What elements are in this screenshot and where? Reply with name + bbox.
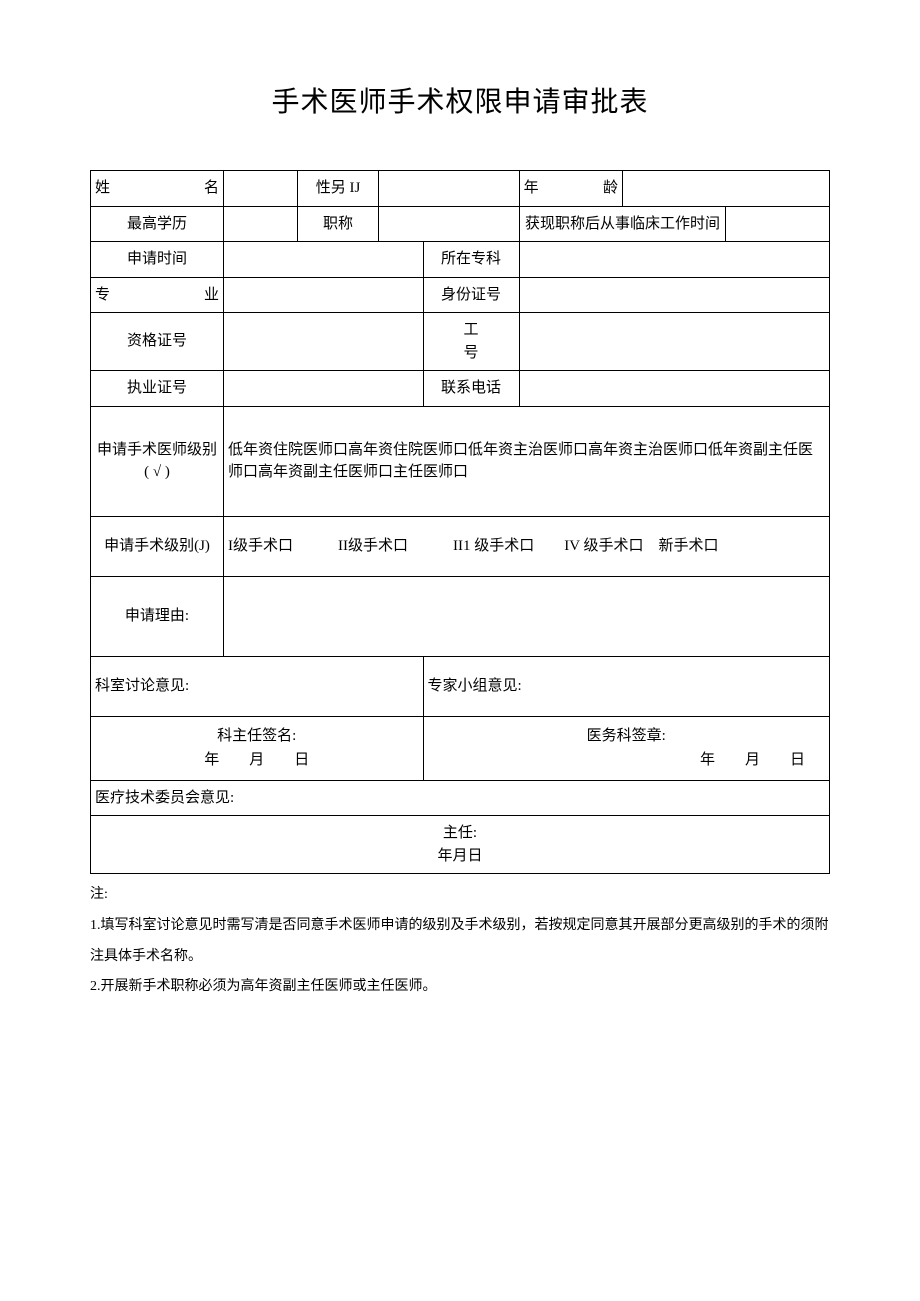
approval-form-table: 姓 名 性另 IJ 年 龄 最高学历 职称 获现职称后从事临床工作时间 申请时间… [90, 170, 830, 874]
field-clinical-time [726, 206, 830, 242]
label-work-number-top: 工 [464, 322, 479, 338]
notes-section: 注: 1.填写科室讨论意见时需写清是否同意手术医师申请的级别及手术级别，若按规定… [90, 880, 830, 1003]
field-major [224, 277, 424, 313]
label-jobtitle: 职称 [297, 206, 378, 242]
note-1: 1.填写科室讨论意见时需写清是否同意手术医师申请的级别及手术级别，若按规定同意其… [90, 911, 830, 973]
label-education: 最高学历 [91, 206, 224, 242]
label-dept-opinion: 科室讨论意见: [91, 656, 424, 716]
label-work-number-bot: 号 [464, 345, 479, 361]
field-id-number [519, 277, 829, 313]
note-2: 2.开展新手术职称必须为高年资副主任医师或主任医师。 [90, 972, 830, 1003]
label-director: 主任: [95, 822, 825, 845]
label-sex: 性另 IJ [297, 171, 378, 207]
label-head-sign: 科主任签名: [95, 725, 419, 748]
field-doctor-level-options: 低年资住院医师口高年资住院医师口低年资主治医师口高年资主治医师口低年资副主任医师… [224, 406, 830, 516]
notes-heading: 注: [90, 880, 830, 911]
label-surgery-level: 申请手术级别(J) [91, 516, 224, 576]
label-expert-opinion: 专家小组意见: [423, 656, 829, 716]
field-license-number [224, 371, 424, 407]
label-age: 年 龄 [519, 171, 622, 207]
dept-date: 年 月 日 [95, 749, 419, 772]
field-phone [519, 371, 829, 407]
field-work-number [519, 313, 829, 371]
label-phone: 联系电话 [423, 371, 519, 407]
page-title: 手术医师手术权限申请审批表 [90, 80, 830, 120]
field-department [519, 242, 829, 278]
field-education [224, 206, 298, 242]
field-age [623, 171, 830, 207]
label-license-number: 执业证号 [91, 371, 224, 407]
committee-date: 年月日 [95, 845, 825, 868]
label-qual-number: 资格证号 [91, 313, 224, 371]
field-jobtitle [379, 206, 519, 242]
label-major: 专 业 [91, 277, 224, 313]
label-doctor-level: 申请手术医师级别( √ ) [91, 406, 224, 516]
medaffairs-sign-block: 医务科签章: 年 月 日 [423, 716, 829, 780]
field-sex [379, 171, 519, 207]
field-reason [224, 576, 830, 656]
label-medaffairs-seal: 医务科签章: [428, 725, 825, 748]
label-clinical-time: 获现职称后从事临床工作时间 [519, 206, 726, 242]
field-qual-number [224, 313, 424, 371]
label-apply-time: 申请时间 [91, 242, 224, 278]
label-name: 姓 名 [91, 171, 224, 207]
committee-director-block: 主任: 年月日 [91, 816, 830, 874]
label-department: 所在专科 [423, 242, 519, 278]
field-surgery-level-options: I级手术口 II级手术口 II1 级手术口 IV 级手术口 新手术口 [224, 516, 830, 576]
label-id-number: 身份证号 [423, 277, 519, 313]
label-work-number: 工 号 [423, 313, 519, 371]
label-committee-opinion: 医疗技术委员会意见: [91, 780, 830, 816]
medaffairs-date: 年 月 日 [428, 749, 825, 772]
field-apply-time [224, 242, 424, 278]
field-name [224, 171, 298, 207]
label-reason: 申请理由: [91, 576, 224, 656]
dept-sign-block: 科主任签名: 年 月 日 [91, 716, 424, 780]
